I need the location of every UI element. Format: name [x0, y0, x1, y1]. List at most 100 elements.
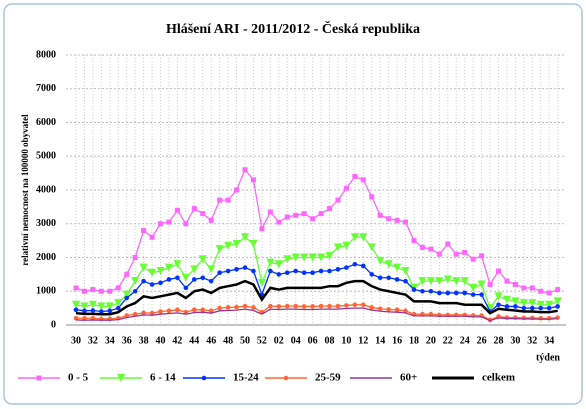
- data-point: [453, 251, 459, 257]
- data-point: [445, 290, 451, 296]
- y-tick-label: 7000: [36, 83, 56, 94]
- data-point: [546, 290, 552, 296]
- data-point: [310, 216, 316, 222]
- data-point: [234, 267, 239, 272]
- data-point: [158, 309, 163, 314]
- data-point: [335, 267, 341, 272]
- data-point: [242, 167, 248, 173]
- series-line: [75, 168, 558, 294]
- x-tick-label: 42: [172, 335, 182, 346]
- data-point: [528, 299, 537, 308]
- data-point: [208, 278, 214, 284]
- data-point: [361, 263, 366, 269]
- x-tick-label: 44: [189, 335, 199, 346]
- y-tick-label: 1000: [36, 286, 56, 297]
- data-point: [301, 304, 307, 309]
- data-point: [181, 273, 190, 282]
- chart-frame: [3, 3, 583, 405]
- data-point: [479, 292, 484, 297]
- data-point: [132, 255, 138, 260]
- data-point: [284, 214, 290, 220]
- data-point: [200, 307, 206, 313]
- data-point: [325, 251, 334, 260]
- data-point: [369, 272, 375, 277]
- data-point: [276, 304, 282, 309]
- data-point: [198, 255, 207, 264]
- y-tick-label: 8000: [36, 49, 56, 60]
- data-point: [90, 308, 96, 313]
- data-point: [377, 212, 383, 218]
- data-point: [318, 303, 324, 309]
- data-point: [276, 219, 282, 225]
- data-point: [225, 268, 231, 274]
- data-point: [502, 295, 511, 304]
- x-tick-label: 04: [291, 335, 301, 346]
- y-tick-label: 0: [51, 319, 56, 330]
- data-point: [496, 302, 501, 308]
- data-point: [156, 267, 165, 275]
- legend-label: celkem: [482, 372, 515, 384]
- data-point: [436, 251, 442, 257]
- data-point: [519, 299, 528, 308]
- x-tick-label: 52: [257, 335, 267, 346]
- data-point: [308, 253, 317, 262]
- data-point: [426, 277, 435, 286]
- data-point: [164, 263, 173, 272]
- data-point: [494, 292, 503, 301]
- data-point: [386, 275, 391, 281]
- x-tick-label: 30: [510, 335, 520, 346]
- series-line: [75, 307, 558, 322]
- data-point: [107, 308, 113, 314]
- x-tick-label: 46: [206, 335, 216, 346]
- data-point: [504, 304, 510, 309]
- data-point: [394, 307, 400, 313]
- data-point: [293, 212, 299, 218]
- x-tick-label: 22: [443, 335, 453, 346]
- data-point: [335, 303, 341, 309]
- legend-label: 15-24: [233, 372, 259, 384]
- data-point: [268, 268, 273, 274]
- data-point: [124, 295, 129, 301]
- data-point: [158, 221, 163, 227]
- data-point: [192, 277, 197, 282]
- data-point: [283, 255, 292, 264]
- data-point: [232, 240, 241, 248]
- data-point: [452, 277, 461, 286]
- data-point: [384, 260, 393, 269]
- data-point: [251, 268, 256, 274]
- data-point: [511, 297, 520, 306]
- x-tick-label: 24: [460, 335, 470, 346]
- data-point: [512, 282, 518, 287]
- data-point: [350, 233, 359, 242]
- data-point: [88, 300, 97, 309]
- data-point: [190, 265, 199, 274]
- data-point: [268, 303, 273, 309]
- data-point: [80, 302, 89, 311]
- data-point: [386, 216, 392, 222]
- x-tick-label: 36: [122, 335, 132, 346]
- data-point: [249, 240, 258, 248]
- data-point: [293, 303, 299, 309]
- data-point: [419, 244, 425, 250]
- data-point: [521, 305, 527, 311]
- data-point: [344, 265, 349, 270]
- data-point: [343, 185, 349, 191]
- data-point: [342, 241, 351, 250]
- data-point: [418, 277, 427, 286]
- data-point: [276, 272, 282, 277]
- series-line: [75, 263, 558, 313]
- data-point: [191, 206, 197, 212]
- data-point: [175, 275, 180, 281]
- data-point: [403, 308, 408, 314]
- data-point: [470, 292, 476, 297]
- data-point: [513, 304, 518, 309]
- legend-marker: [36, 375, 42, 381]
- x-tick-label: 28: [494, 335, 504, 346]
- data-point: [335, 197, 341, 203]
- data-point: [183, 221, 189, 227]
- data-point: [545, 300, 554, 309]
- legend-marker: [117, 374, 125, 382]
- data-point: [361, 302, 366, 308]
- x-tick-label: 40: [156, 335, 166, 346]
